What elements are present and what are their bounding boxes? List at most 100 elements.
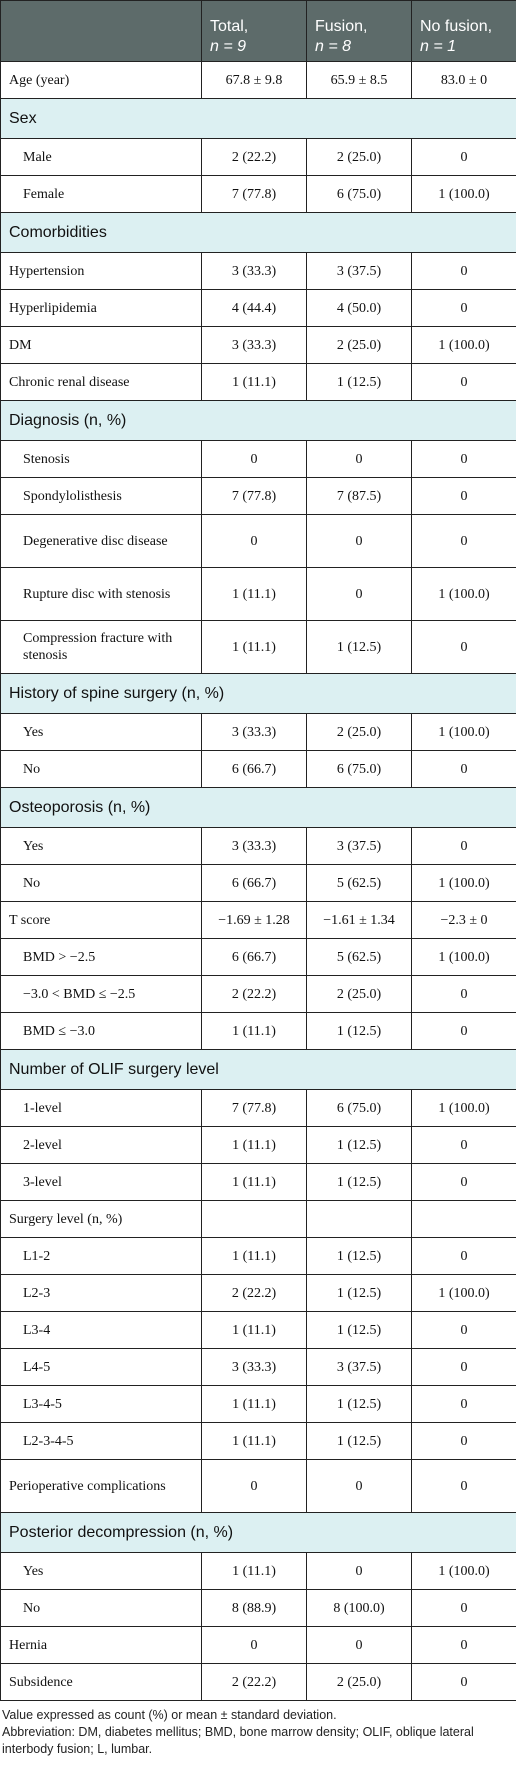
header-cell: No fusion, n = 1 [411,0,516,62]
row-label: Male [0,138,202,176]
value-cell: 4 (44.4) [201,289,307,327]
row-label: No [0,750,202,788]
value-cell: 8 (88.9) [201,1589,307,1627]
value-cell: 3 (33.3) [201,252,307,290]
value-cell: 1 (11.1) [201,1422,307,1460]
table-row: Stenosis 0 0 0 [0,440,516,478]
value-cell: 7 (77.8) [201,477,307,515]
value-cell: 3 (37.5) [306,1348,412,1386]
value-cell: 1 (11.1) [201,1311,307,1349]
table-row: Yes 1 (11.1) 0 1 (100.0) [0,1552,516,1590]
value-cell: 6 (66.7) [201,864,307,902]
value-cell: 0 [411,1237,516,1275]
header-text: No fusion, [420,18,493,35]
row-label: Age (year) [0,61,202,99]
value-cell: 1 (11.1) [201,1552,307,1590]
value-cell: 0 [411,1385,516,1423]
header-cell: Total, n = 9 [201,0,307,62]
value-cell: 0 [411,1012,516,1050]
value-cell: 0 [411,363,516,401]
value-cell: 0 [411,1348,516,1386]
table-row: Degenerative disc disease 0 0 0 [0,514,516,568]
row-label: Hernia [0,1626,202,1664]
value-cell: 0 [411,440,516,478]
value-cell: 0 [411,620,516,674]
value-cell: −2.3 ± 0 [411,901,516,939]
table-row: Spondylolisthesis 7 (77.8) 7 (87.5) 0 [0,477,516,515]
value-cell: 1 (11.1) [201,1237,307,1275]
value-cell: 1 (100.0) [411,175,516,213]
row-label: No [0,1589,202,1627]
table-row: History of spine surgery (n, %) [0,673,516,714]
value-cell: 1 (11.1) [201,1126,307,1164]
table-row: Hyperlipidemia 4 (44.4) 4 (50.0) 0 [0,289,516,327]
value-cell: 1 (12.5) [306,620,412,674]
value-cell: 2 (22.2) [201,1274,307,1312]
table-row: No 6 (66.7) 5 (62.5) 1 (100.0) [0,864,516,902]
value-cell: 0 [201,1626,307,1664]
value-cell: 0 [201,514,307,568]
value-cell: 0 [411,1422,516,1460]
footnote: Value expressed as count (%) or mean ± s… [2,1708,337,1722]
value-cell: 0 [411,1626,516,1664]
value-cell: 8 (100.0) [306,1589,412,1627]
value-cell: 1 (100.0) [411,864,516,902]
value-cell: 1 (12.5) [306,1163,412,1201]
value-cell: 0 [411,514,516,568]
value-cell: 0 [411,1663,516,1701]
value-cell: 1 (12.5) [306,363,412,401]
table-row: Compression fracture with stenosis 1 (11.… [0,620,516,674]
header-text: Total, [210,18,249,35]
value-cell: 3 (37.5) [306,252,412,290]
value-cell: 2 (22.2) [201,138,307,176]
footnote: Abbreviation: DM, diabetes mellitus; BMD… [2,1725,474,1756]
value-cell: 83.0 ± 0 [411,61,516,99]
table-row: BMD > −2.5 6 (66.7) 5 (62.5) 1 (100.0) [0,938,516,976]
row-label: Female [0,175,202,213]
header-subtext: n = 9 [210,38,247,55]
header-subtext: n = 1 [420,38,457,55]
value-cell: 6 (66.7) [201,938,307,976]
table-row: L2-3-4-5 1 (11.1) 1 (12.5) 0 [0,1422,516,1460]
table-row: L3-4-5 1 (11.1) 1 (12.5) 0 [0,1385,516,1423]
value-cell: 2 (22.2) [201,1663,307,1701]
table-body: Age (year) 67.8 ± 9.8 65.9 ± 8.5 83.0 ± 0 Se… [0,61,516,1701]
row-label: L1-2 [0,1237,202,1275]
value-cell: 1 (12.5) [306,1237,412,1275]
table-row: Hernia 0 0 0 [0,1626,516,1664]
row-label: No [0,864,202,902]
value-cell: 7 (77.8) [201,175,307,213]
table-row: Age (year) 67.8 ± 9.8 65.9 ± 8.5 83.0 ± 0 [0,61,516,99]
row-label: L3-4 [0,1311,202,1349]
table-row: Perioperative complications 0 0 0 [0,1459,516,1513]
value-cell: 1 (11.1) [201,363,307,401]
table-row: No 8 (88.9) 8 (100.0) 0 [0,1589,516,1627]
value-cell: 0 [411,1589,516,1627]
row-label: Compression fracture with stenosis [0,620,202,674]
value-cell: 1 (100.0) [411,938,516,976]
table-row: DM 3 (33.3) 2 (25.0) 1 (100.0) [0,326,516,364]
row-label: L2-3-4-5 [0,1422,202,1460]
value-cell: 3 (33.3) [201,326,307,364]
value-cell: 2 (25.0) [306,713,412,751]
value-cell: 3 (33.3) [201,713,307,751]
header-cell: Fusion, n = 8 [306,0,412,62]
value-cell: −1.61 ± 1.34 [306,901,412,939]
row-label: Hypertension [0,252,202,290]
section-header: Number of OLIF surgery level [0,1049,516,1090]
value-cell: 1 (12.5) [306,1385,412,1423]
table: Total, n = 9 Fusion, n = 8 No fusion, n = 1 A… [0,0,516,1701]
value-cell: 0 [411,289,516,327]
row-label: Yes [0,1552,202,1590]
header-cell [0,0,202,62]
table-row: BMD ≤ −3.0 1 (11.1) 1 (12.5) 0 [0,1012,516,1050]
table-row: Posterior decompression (n, %) [0,1512,516,1553]
value-cell: 0 [411,1311,516,1349]
value-cell: 6 (75.0) [306,175,412,213]
value-cell: 2 (22.2) [201,975,307,1013]
table-row: Yes 3 (33.3) 2 (25.0) 1 (100.0) [0,713,516,751]
table-row: Rupture disc with stenosis 1 (11.1) 0 1 (10… [0,567,516,621]
row-label: L3-4-5 [0,1385,202,1423]
value-cell: 2 (25.0) [306,975,412,1013]
section-header: Comorbidities [0,212,516,253]
